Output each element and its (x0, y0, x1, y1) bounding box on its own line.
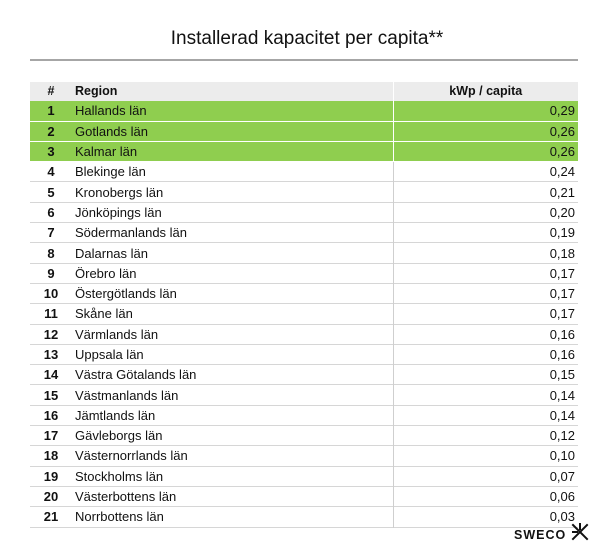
rank-cell: 6 (47, 204, 55, 220)
region-cell: Värmlands län (72, 324, 394, 345)
rank-cell: 14 (43, 367, 59, 383)
page-title: Installerad kapacitet per capita** (170, 28, 444, 49)
region-cell: Södermanlands län (72, 222, 394, 243)
region-cell: Västernorrlands län (72, 445, 394, 467)
table-row: 1 Hallands län 0,29 (30, 101, 578, 122)
table-row: 13 Uppsala län 0,16 (30, 344, 578, 365)
region-cell: Norrbottens län (72, 506, 394, 528)
table-row: 20 Västerbottens län 0,06 (30, 486, 578, 507)
rank-cell: 4 (47, 164, 55, 180)
value-cell: 0,26 (549, 123, 575, 139)
region-cell: Kronobergs län (72, 181, 394, 203)
value-cell: 0,15 (549, 367, 575, 383)
table-row: 9 Örebro län 0,17 (30, 263, 578, 284)
table-row: 8 Dalarnas län 0,18 (30, 242, 578, 264)
rank-cell: 18 (43, 448, 59, 464)
table-row: 18 Västernorrlands län 0,10 (30, 445, 578, 467)
rank-cell: 1 (47, 103, 55, 119)
region-cell: Jönköpings län (72, 202, 394, 223)
region-cell: Gotlands län (72, 121, 394, 142)
header-rank: # (47, 84, 55, 99)
region-cell: Västerbottens län (72, 486, 394, 507)
region-cell: Kalmar län (72, 141, 394, 162)
table-row: 12 Värmlands län 0,16 (30, 324, 578, 345)
value-cell: 0,16 (549, 347, 575, 362)
rank-cell: 19 (43, 468, 59, 484)
value-cell: 0,14 (549, 387, 575, 403)
value-cell: 0,20 (549, 204, 575, 220)
table-row: 4 Blekinge län 0,24 (30, 161, 578, 182)
table-row: 2 Gotlands län 0,26 (30, 121, 578, 142)
value-cell: 0,03 (549, 509, 575, 525)
table-row: 17 Gävleborgs län 0,12 (30, 425, 578, 446)
value-cell: 0,06 (549, 489, 575, 505)
region-cell: Hallands län (72, 101, 394, 122)
capacity-table: # Region kWp / capita 1 Hallands län 0,29 2… (30, 82, 578, 528)
value-cell: 0,24 (549, 164, 575, 180)
rank-cell: 8 (47, 245, 55, 261)
region-cell: Östergötlands län (72, 283, 394, 304)
rank-cell: 16 (43, 407, 59, 423)
value-cell: 0,17 (549, 306, 575, 322)
region-cell: Dalarnas län (72, 242, 394, 264)
rank-cell: 13 (43, 347, 59, 362)
rank-cell: 17 (43, 428, 59, 444)
rank-cell: 3 (47, 144, 55, 160)
sweco-logo: SWECO (514, 523, 589, 546)
value-cell: 0,19 (549, 225, 575, 241)
table-row: 19 Stockholms län 0,07 (30, 466, 578, 487)
region-cell: Jämtlands län (72, 405, 394, 426)
rank-cell: 7 (47, 225, 55, 241)
rank-cell: 5 (47, 184, 55, 200)
value-cell: 0,14 (549, 407, 575, 423)
value-cell: 0,26 (549, 144, 575, 160)
rank-cell: 21 (43, 509, 59, 525)
value-cell: 0,17 (549, 286, 575, 302)
region-cell: Örebro län (72, 263, 394, 284)
rank-cell: 2 (47, 123, 55, 139)
value-cell: 0,16 (549, 326, 575, 342)
value-cell: 0,29 (549, 103, 575, 119)
region-cell: Skåne län (72, 303, 394, 325)
value-cell: 0,07 (549, 468, 575, 484)
rank-cell: 11 (44, 306, 58, 322)
table-row: 7 Södermanlands län 0,19 (30, 222, 578, 243)
rank-cell: 20 (43, 489, 59, 505)
logo-text: SWECO (514, 527, 567, 542)
value-cell: 0,17 (549, 265, 575, 281)
value-cell: 0,10 (549, 448, 575, 464)
header-value: kWp / capita (449, 84, 523, 99)
rank-cell: 10 (43, 286, 59, 302)
rank-cell: 9 (47, 265, 55, 281)
region-cell: Blekinge län (72, 161, 394, 182)
region-cell: Västra Götalands län (72, 364, 394, 385)
table-row: 14 Västra Götalands län 0,15 (30, 364, 578, 385)
table-row: 16 Jämtlands län 0,14 (30, 405, 578, 426)
header-region: Region (72, 82, 394, 102)
title-divider (30, 59, 578, 61)
region-cell: Uppsala län (72, 344, 394, 365)
rank-cell: 12 (43, 326, 59, 342)
table-row: 3 Kalmar län 0,26 (30, 141, 578, 162)
region-cell: Gävleborgs län (72, 425, 394, 446)
region-cell: Västmanlands län (72, 384, 394, 406)
rank-cell: 15 (43, 387, 59, 403)
table-row: 21 Norrbottens län 0,03 (30, 506, 578, 528)
sweco-logo-icon (571, 523, 589, 546)
value-cell: 0,18 (549, 245, 575, 261)
table-row: 11 Skåne län 0,17 (30, 303, 578, 325)
value-cell: 0,21 (549, 184, 575, 200)
table-row: 5 Kronobergs län 0,21 (30, 181, 578, 203)
table-row: 15 Västmanlands län 0,14 (30, 384, 578, 406)
value-cell: 0,12 (549, 428, 575, 444)
table-row: 6 Jönköpings län 0,20 (30, 202, 578, 223)
table-row: 10 Östergötlands län 0,17 (30, 283, 578, 304)
table-header-row: # Region kWp / capita (30, 82, 578, 102)
region-cell: Stockholms län (72, 466, 394, 487)
